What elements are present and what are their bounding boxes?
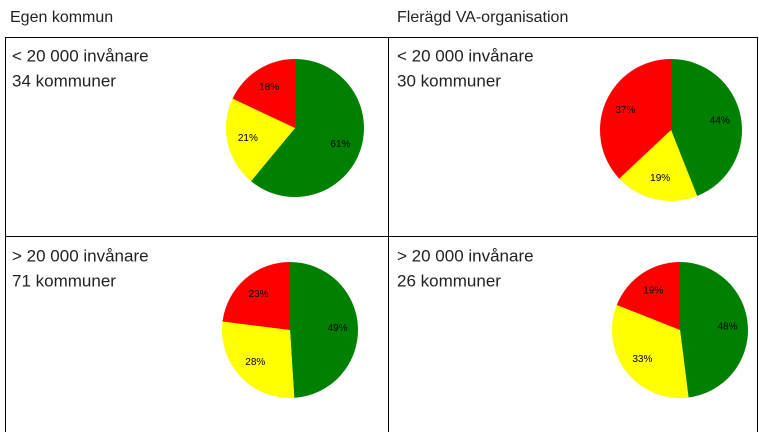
column-header: Flerägd VA-organisation bbox=[397, 9, 568, 26]
table-border bbox=[5, 37, 758, 432]
slice-label: 33% bbox=[632, 354, 652, 365]
pie-slice bbox=[251, 59, 365, 197]
pie-slice bbox=[290, 262, 358, 398]
pie-slice bbox=[226, 98, 295, 182]
pie-slice bbox=[222, 262, 290, 330]
slice-label: 37% bbox=[615, 105, 635, 116]
cell-subtitle: 34 kommuner bbox=[12, 71, 116, 90]
cell-title: < 20 000 invånare bbox=[397, 46, 534, 65]
slice-label: 23% bbox=[249, 289, 269, 300]
column-header: Egen kommun bbox=[10, 9, 113, 26]
slice-label: 21% bbox=[238, 133, 258, 144]
pie-slice bbox=[232, 59, 295, 128]
pie-slice bbox=[616, 262, 680, 330]
pie-slice bbox=[680, 262, 749, 398]
pie-slice bbox=[600, 59, 671, 179]
cell-title: < 20 000 invånare bbox=[12, 46, 149, 65]
slice-label: 61% bbox=[330, 139, 350, 150]
slice-label: 18% bbox=[259, 82, 279, 93]
slice-label: 48% bbox=[717, 322, 737, 333]
cell-subtitle: 26 kommuner bbox=[397, 271, 501, 290]
slice-label: 44% bbox=[710, 115, 730, 126]
pie-slice bbox=[611, 304, 689, 398]
pie-slice bbox=[671, 59, 742, 197]
cell-subtitle: 71 kommuner bbox=[12, 271, 116, 290]
slice-label: 49% bbox=[328, 323, 348, 334]
pie-slice bbox=[221, 321, 295, 398]
slice-label: 28% bbox=[245, 357, 265, 368]
slice-label: 19% bbox=[643, 285, 663, 296]
cell-title: > 20 000 invånare bbox=[12, 246, 149, 265]
pie-slice bbox=[619, 130, 698, 202]
cell-subtitle: 30 kommuner bbox=[397, 71, 501, 90]
cell-title: > 20 000 invånare bbox=[397, 246, 534, 265]
slice-label: 19% bbox=[650, 173, 670, 184]
